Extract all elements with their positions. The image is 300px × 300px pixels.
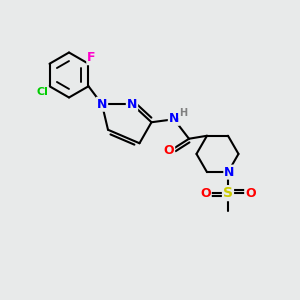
Text: N: N bbox=[224, 166, 235, 178]
Text: N: N bbox=[97, 98, 107, 111]
Text: H: H bbox=[179, 108, 187, 118]
Text: F: F bbox=[87, 51, 96, 64]
Text: Cl: Cl bbox=[36, 87, 48, 97]
Text: O: O bbox=[200, 187, 211, 200]
Text: S: S bbox=[223, 186, 233, 200]
Text: O: O bbox=[245, 187, 256, 200]
Text: N: N bbox=[127, 98, 137, 111]
Text: N: N bbox=[169, 112, 179, 125]
Text: O: O bbox=[164, 144, 174, 157]
